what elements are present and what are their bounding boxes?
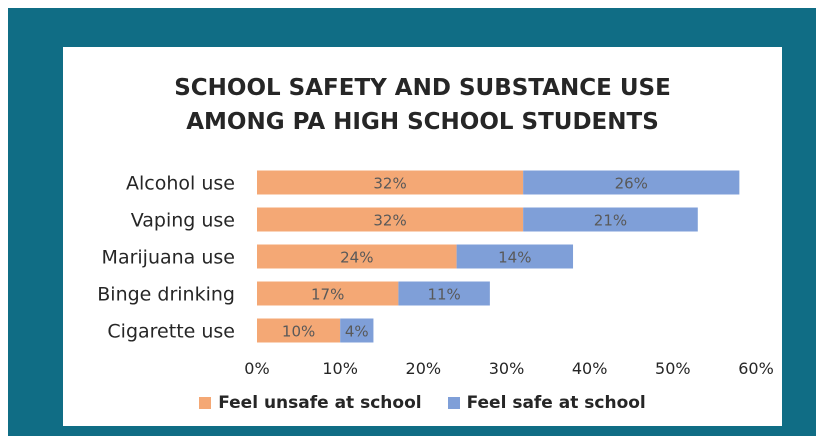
- x-tick-label: 30%: [489, 359, 525, 378]
- data-label-feel-unsafe-at-school-alcohol-use: 32%: [373, 175, 406, 193]
- x-tick-label: 10%: [322, 359, 358, 378]
- legend-label-safe: Feel safe at school: [466, 393, 646, 413]
- bar-feel-safe-at-school-alcohol-use: [523, 170, 740, 195]
- bar-feel-safe-at-school-marijuana-use: [456, 244, 574, 269]
- legend-swatch-unsafe: [199, 397, 212, 409]
- x-tick-label: 0%: [244, 359, 269, 378]
- legend-item-safe: Feel safe at school: [447, 393, 646, 413]
- data-label-feel-unsafe-at-school-marijuana-use: 24%: [340, 249, 373, 267]
- category-label-marijuana-use: Marijuana use: [102, 247, 235, 269]
- category-label-binge-drinking: Binge drinking: [97, 284, 235, 306]
- chart-title-line-1: SCHOOL SAFETY AND SUBSTANCE USE: [174, 75, 671, 101]
- data-label-feel-safe-at-school-vaping-use: 21%: [594, 212, 627, 230]
- bar-feel-unsafe-at-school-alcohol-use: [257, 170, 524, 195]
- bar-feel-unsafe-at-school-vaping-use: [257, 207, 524, 232]
- bar-feel-unsafe-at-school-marijuana-use: [257, 244, 457, 269]
- data-label-feel-safe-at-school-binge-drinking: 11%: [427, 286, 460, 304]
- category-label-vaping-use: Vaping use: [131, 210, 235, 232]
- data-label-feel-unsafe-at-school-binge-drinking: 17%: [311, 286, 344, 304]
- outer-frame: SCHOOL SAFETY AND SUBSTANCE USE AMONG PA…: [8, 8, 816, 436]
- x-tick-label: 40%: [572, 359, 608, 378]
- chart-panel: SCHOOL SAFETY AND SUBSTANCE USE AMONG PA…: [63, 47, 782, 426]
- bar-feel-safe-at-school-cigarette-use: [340, 318, 374, 343]
- bar-feel-unsafe-at-school-binge-drinking: [257, 281, 399, 306]
- legend-label-unsafe: Feel unsafe at school: [218, 393, 422, 413]
- bar-feel-safe-at-school-binge-drinking: [398, 281, 490, 306]
- bar-feel-safe-at-school-vaping-use: [523, 207, 698, 232]
- chart-legend: Feel unsafe at school Feel safe at schoo…: [63, 393, 782, 413]
- bar-chart: Alcohol use 32% 26% Vaping use 32% 21% Marijua…: [97, 170, 774, 378]
- category-label-alcohol-use: Alcohol use: [126, 173, 235, 195]
- x-tick-label: 60%: [738, 359, 774, 378]
- legend-swatch-safe: [447, 397, 460, 409]
- data-label-feel-safe-at-school-marijuana-use: 14%: [498, 249, 531, 267]
- chart-title-line-2: AMONG PA HIGH SCHOOL STUDENTS: [186, 109, 659, 135]
- data-label-feel-unsafe-at-school-cigarette-use: 10%: [282, 323, 315, 341]
- data-label-feel-safe-at-school-alcohol-use: 26%: [615, 175, 648, 193]
- x-tick-label: 20%: [406, 359, 442, 378]
- x-tick-label: 50%: [655, 359, 691, 378]
- legend-item-unsafe: Feel unsafe at school: [199, 393, 422, 413]
- category-label-cigarette-use: Cigarette use: [107, 321, 235, 343]
- chart-title: SCHOOL SAFETY AND SUBSTANCE USE AMONG PA…: [63, 71, 782, 139]
- data-label-feel-unsafe-at-school-vaping-use: 32%: [373, 212, 406, 230]
- bar-feel-unsafe-at-school-cigarette-use: [257, 318, 341, 343]
- data-label-feel-safe-at-school-cigarette-use: 4%: [345, 323, 369, 341]
